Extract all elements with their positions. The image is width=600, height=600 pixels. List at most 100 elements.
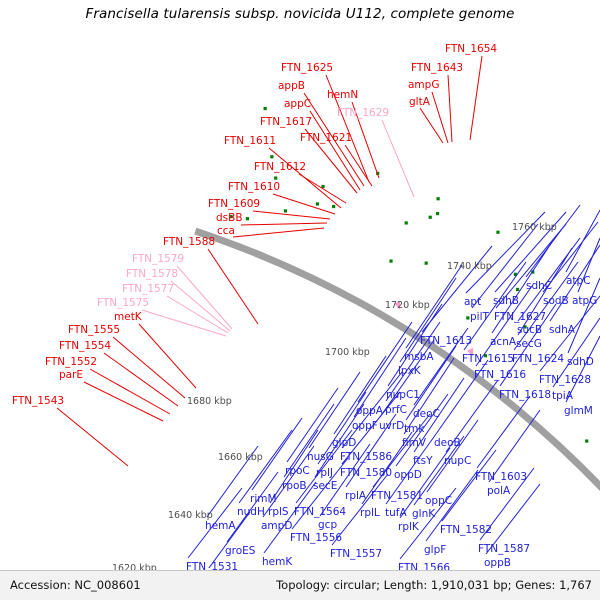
gene-label[interactable]: oppD [394,469,422,481]
gene-label[interactable]: FTN_1627 [494,311,547,323]
gene-label[interactable]: FTN_1609 [208,198,261,210]
gene-label[interactable]: FTN_1552 [45,356,98,368]
gene-label[interactable]: FTN_1603 [475,471,528,483]
gene-label[interactable]: FTN_1588 [163,236,216,248]
gene-label[interactable]: hemA [205,520,236,532]
gene-label[interactable]: rpoC [285,465,310,477]
gene-label[interactable]: FTN_1554 [59,340,112,352]
gene-label[interactable]: FTN_1564 [294,506,347,518]
gene-label[interactable]: FTN_1616 [474,369,527,381]
gene-label[interactable]: gcp [318,519,338,531]
gene-label[interactable]: tufA [385,507,407,519]
gene-label[interactable]: ampD [261,520,293,532]
gene-label[interactable]: FTN_1579 [132,253,185,265]
gene-label[interactable]: oppB [484,557,511,569]
gene-label[interactable]: FTN_1557 [330,548,383,560]
gene-label[interactable]: FTN_1624 [512,353,565,365]
gene-label[interactable]: rplS [268,506,289,518]
gene-label[interactable]: rplA [345,490,367,502]
gene-label[interactable]: FTN_1580 [340,467,393,479]
gene-label[interactable]: oppF [352,420,378,432]
gene-label[interactable]: groES [225,545,256,557]
gene-label[interactable]: lpxK [398,365,421,377]
gene-label[interactable]: FTN_1629 [337,107,390,119]
gene-label[interactable]: oppA [356,405,383,417]
gene-label[interactable]: FTN_1611 [224,135,277,147]
gene-label[interactable]: FTN_1556 [290,532,343,544]
gene-label[interactable]: fimV [402,437,427,449]
gene-label[interactable]: rpoB [282,480,307,492]
gene-label[interactable]: appB [278,80,305,92]
gene-label[interactable]: nusG [307,451,334,463]
gene-label[interactable]: uvrD [379,420,405,432]
gene-label[interactable]: sdhC [526,280,553,292]
gene-label[interactable]: tpiA [552,390,573,402]
gene-label[interactable]: secG [516,338,542,350]
gene-label[interactable]: FTN_1531 [186,561,239,573]
gene-label[interactable]: rplK [398,521,419,533]
gene-label[interactable]: acnA [490,336,517,348]
gene-label[interactable]: metK [114,311,142,323]
gene-label[interactable]: sdhA [549,324,575,336]
gene-label[interactable]: FTN_1566 [398,562,451,574]
gene-label[interactable]: FTN_1610 [228,181,281,193]
gene-label[interactable]: FTN_1628 [539,374,592,386]
gene-label[interactable]: msbA [404,351,434,363]
gene-label[interactable]: polA [487,485,511,497]
gene-label[interactable]: deoC [413,408,440,420]
gene-label[interactable]: FTN_1577 [122,283,175,295]
gene-label[interactable]: nupC1 [386,389,420,401]
gene-label[interactable]: rplJ [316,467,333,479]
gene-label[interactable]: prfC [385,404,408,416]
label-leader-line [345,413,397,488]
gene-label[interactable]: FTN_1575 [97,297,150,309]
gene-label[interactable]: cca [217,225,235,237]
gene-label[interactable]: FTN_1612 [254,161,307,173]
gene-label[interactable]: FTN_1617 [260,116,313,128]
gene-label[interactable]: glpD [332,437,357,449]
gene-label[interactable]: hemN [327,89,359,101]
gene-label[interactable]: nupC [444,455,472,467]
gene-label[interactable]: gltA [409,96,430,108]
gene-label[interactable]: glnK [412,508,436,520]
gene-label[interactable]: appC [284,98,312,110]
gene-label[interactable]: FTN_1581 [371,490,424,502]
gene-label[interactable]: FTN_1555 [68,324,121,336]
gene-label[interactable]: FTN_1625 [281,62,334,74]
gene-label[interactable]: oppC [425,495,453,507]
gene-label[interactable]: pilT [470,311,489,323]
status-bar: Accession: NC_008601 Topology: circular;… [0,570,600,600]
gene-label[interactable]: parE [59,369,84,381]
gene-label[interactable]: rimM [250,493,277,505]
gene-label[interactable]: glpF [424,544,447,556]
gene-label[interactable]: tmk [404,423,425,435]
gene-label[interactable]: FTN_1643 [411,62,464,74]
gene-label[interactable]: FTN_1654 [445,43,498,55]
gene-label[interactable]: secE [313,480,338,492]
gene-label[interactable]: FTN_1586 [340,451,393,463]
gene-label[interactable]: FTN_1582 [440,524,493,536]
gene-label[interactable]: FTN_1587 [478,543,531,555]
gene-label[interactable]: atpG [572,295,598,307]
gene-label[interactable]: sdhB [493,295,519,307]
gene-label[interactable]: FTN_1613 [420,335,473,347]
gene-label[interactable]: sdhD [567,356,594,368]
gene-label[interactable]: FTN_1621 [300,132,353,144]
gene-label[interactable]: FTN_1543 [12,395,65,407]
gene-label[interactable]: rplL [360,507,380,519]
gene-label[interactable]: deoB [434,437,461,449]
gene-label[interactable]: hemK [262,556,293,568]
gene-label[interactable]: sodB [543,295,569,307]
gene-label[interactable]: FTN_1615 [462,353,515,365]
gene-label[interactable]: FTN_1578 [126,268,179,280]
gene-label[interactable]: ampG [408,79,440,91]
gene-label[interactable]: atpC [566,275,591,287]
gene-label[interactable]: sucB [517,324,543,336]
gene-label[interactable]: nudH [237,506,265,518]
gene-label[interactable]: dsBB [216,212,243,224]
gene-label[interactable]: apt [464,296,482,308]
gene-label[interactable]: glmM [564,405,593,417]
gene-label[interactable]: FTN_1618 [499,389,552,401]
gene-label[interactable]: ftsY [413,455,433,467]
